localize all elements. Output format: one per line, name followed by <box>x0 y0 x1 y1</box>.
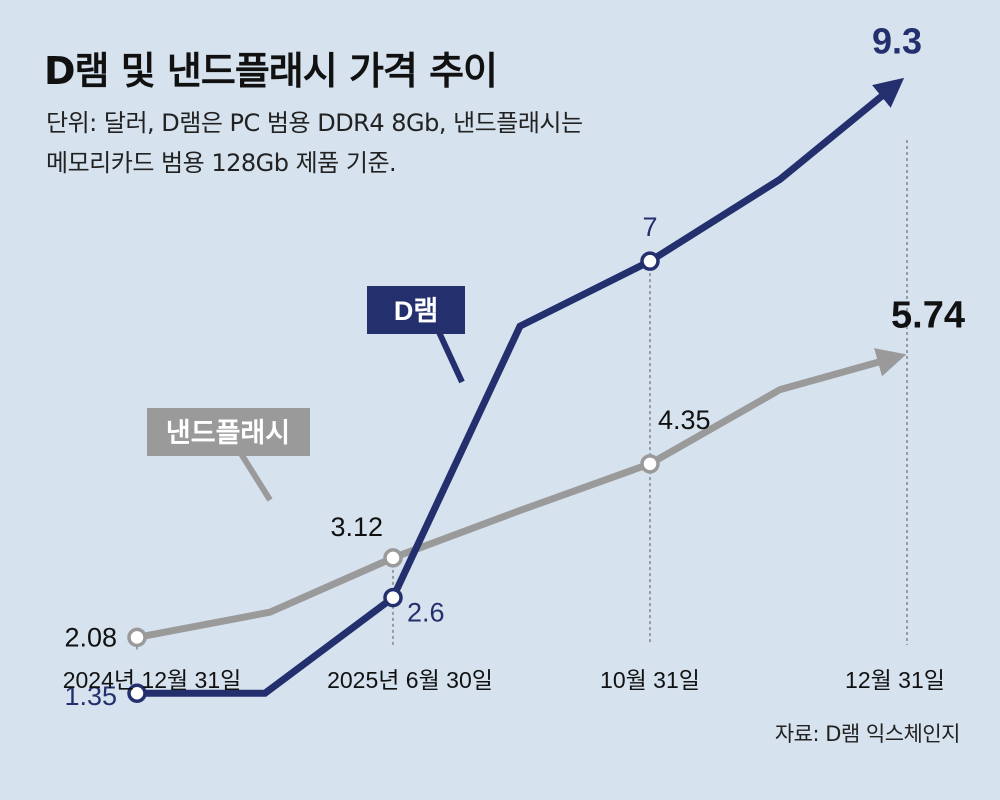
x-axis-tick-label: 2025년 6월 30일 <box>327 667 493 693</box>
nand-value-label: 3.12 <box>330 512 383 542</box>
dram-value-label: 7 <box>642 212 657 242</box>
subtitle-line-2: 메모리카드 범용 128Gb 제품 기준. <box>46 149 397 177</box>
x-axis-tick-label: 12월 31일 <box>845 667 945 693</box>
nand-callout-pointer <box>234 449 273 502</box>
nand-callout-box <box>147 408 310 456</box>
nand-value-label: 5.74 <box>891 295 965 337</box>
dram-series-line <box>137 77 905 697</box>
dram-value-label: 2.6 <box>407 598 445 628</box>
nand-value-label: 2.08 <box>64 622 117 652</box>
x-axis-tick-label: 10월 31일 <box>600 667 700 693</box>
x-axis-tick-label: 2024년 12월 31일 <box>63 667 242 693</box>
dram-value-label: 9.3 <box>872 20 922 61</box>
dram-point <box>127 683 147 703</box>
chart-title: D램 및 낸드플래시 가격 추이 <box>44 49 498 93</box>
dram-point <box>383 587 403 608</box>
nand-point <box>127 627 147 648</box>
nand-callout-label: 낸드플래시 <box>166 418 290 448</box>
dram-callout-box <box>367 286 465 334</box>
nand-series-line <box>136 348 907 641</box>
nand-point <box>640 454 660 474</box>
source-note: 자료: D램 익스체인지 <box>774 722 961 746</box>
dram-callout-pointer <box>420 327 465 384</box>
nand-value-label: 4.35 <box>658 405 711 435</box>
chart-subtitle: 단위: 달러, D램은 PC 범용 DDR4 8Gb, 낸드플래시는 메모리카드… <box>46 103 726 183</box>
nand-point <box>383 548 403 568</box>
subtitle-line-1: 단위: 달러, D램은 PC 범용 DDR4 8Gb, 낸드플래시는 <box>46 109 583 137</box>
dram-value-label: 1.35 <box>64 681 117 711</box>
dram-callout-label: D램 <box>394 296 438 326</box>
dram-point <box>640 251 660 271</box>
